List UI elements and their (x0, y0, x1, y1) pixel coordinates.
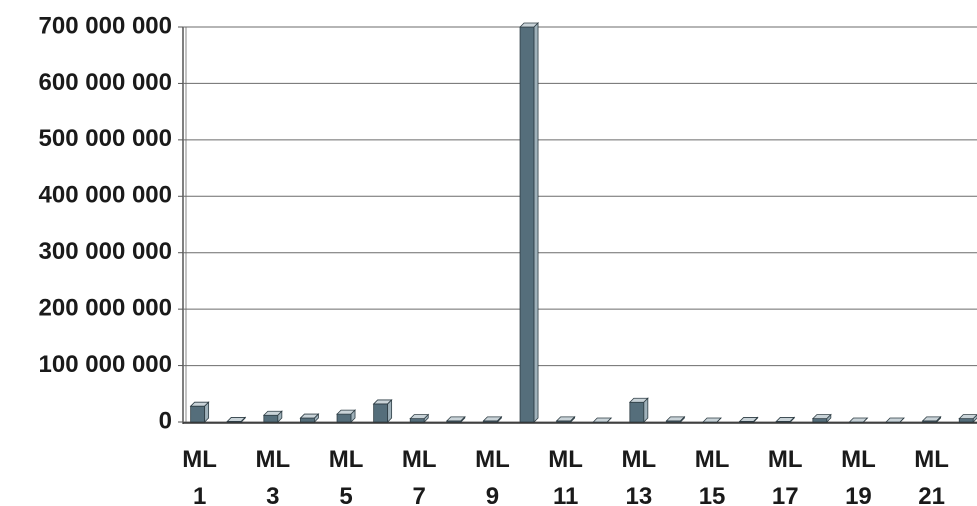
bar-side (936, 415, 942, 423)
bar-top (592, 417, 613, 423)
x-tick-label: ML 5 (329, 446, 364, 506)
bar (665, 415, 686, 423)
x-tick-label: ML 15 (695, 446, 730, 506)
bar (262, 410, 283, 423)
bar-side (570, 415, 576, 423)
bar-side (716, 417, 722, 423)
y-tick-label: 500 000 000 (39, 125, 172, 152)
bar-side (972, 414, 977, 423)
bar (519, 22, 540, 423)
bar-front (812, 418, 828, 423)
bar-side (314, 413, 319, 423)
bar-side (753, 416, 759, 423)
x-tick-label: ML 17 (768, 446, 803, 506)
bar-side (423, 413, 429, 423)
bar-front (958, 418, 974, 423)
bar-side (863, 417, 868, 423)
bar-side (387, 398, 393, 423)
bar (445, 415, 466, 423)
bar (555, 415, 576, 423)
bar (848, 417, 869, 423)
bar-side (460, 415, 466, 423)
bar-side (899, 417, 905, 423)
bar-front (629, 401, 645, 423)
bar-side (204, 401, 210, 423)
bar (336, 409, 357, 423)
y-tick-label: 0 (159, 407, 172, 434)
bar-front (336, 413, 352, 423)
x-tick-label: ML 1 (182, 446, 217, 506)
bar-side (277, 410, 283, 423)
bar-top (848, 417, 869, 423)
bar (372, 398, 393, 423)
bar (921, 415, 942, 423)
bar (299, 413, 320, 423)
x-tick-label: ML 19 (841, 446, 876, 506)
y-tick-label: 100 000 000 (39, 351, 172, 378)
x-tick-label: ML 11 (548, 446, 583, 506)
bar-top (958, 414, 977, 420)
bar (226, 416, 247, 423)
bar-side (826, 413, 832, 423)
bar-side (350, 409, 356, 423)
bar (811, 413, 832, 423)
bar-top (885, 417, 906, 423)
y-tick-label: 300 000 000 (39, 238, 172, 265)
bar-top (702, 417, 723, 423)
bar-side (606, 417, 612, 423)
bar-front (373, 403, 389, 423)
bar (738, 416, 759, 423)
bar-front (409, 418, 425, 423)
bar-side (240, 416, 246, 423)
bar (592, 417, 613, 423)
x-tick-label: ML 3 (256, 446, 291, 506)
bar (885, 417, 906, 423)
bar (702, 417, 723, 423)
bar (775, 416, 796, 423)
x-tick-label: ML 9 (475, 446, 510, 506)
bar-side (680, 415, 685, 423)
bar-front (263, 414, 279, 423)
y-tick-label: 400 000 000 (39, 182, 172, 209)
bar-side (533, 22, 539, 423)
bar-side (789, 416, 795, 423)
bar (189, 401, 210, 423)
y-tick-label: 700 000 000 (39, 12, 172, 39)
bar-front (190, 405, 206, 423)
x-tick-label: ML 7 (402, 446, 437, 506)
y-tick-label: 600 000 000 (39, 69, 172, 96)
bar (958, 414, 977, 423)
bar (482, 415, 503, 423)
bar-front (300, 417, 315, 423)
bar-side (497, 415, 502, 423)
x-tick-label: ML 13 (622, 446, 657, 506)
bar-side (643, 397, 649, 423)
bar (628, 397, 649, 423)
bar (409, 413, 430, 423)
x-tick-label: ML 21 (914, 446, 949, 506)
y-tick-label: 200 000 000 (39, 294, 172, 321)
bar-front (519, 26, 535, 423)
